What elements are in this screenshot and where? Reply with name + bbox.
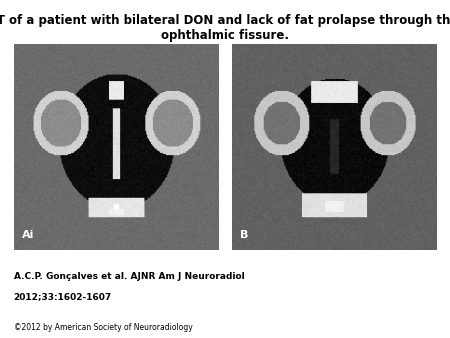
Text: ©2012 by American Society of Neuroradiology: ©2012 by American Society of Neuroradiol…: [14, 323, 192, 332]
Text: A.C.P. Gonçalves et al. AJNR Am J Neuroradiol: A.C.P. Gonçalves et al. AJNR Am J Neuror…: [14, 272, 244, 281]
Text: AJNR: AJNR: [311, 284, 382, 308]
Text: ophthalmic fissure.: ophthalmic fissure.: [161, 29, 289, 42]
Text: A, Axial CT of a patient with bilateral DON and lack of fat prolapse through the: A, Axial CT of a patient with bilateral …: [0, 14, 450, 26]
Text: B: B: [240, 230, 248, 240]
Text: Ai: Ai: [22, 230, 34, 240]
Text: AMERICAN JOURNAL OF NEURORADIOLOGY: AMERICAN JOURNAL OF NEURORADIOLOGY: [294, 318, 399, 323]
Text: 2012;33:1602-1607: 2012;33:1602-1607: [14, 292, 112, 301]
